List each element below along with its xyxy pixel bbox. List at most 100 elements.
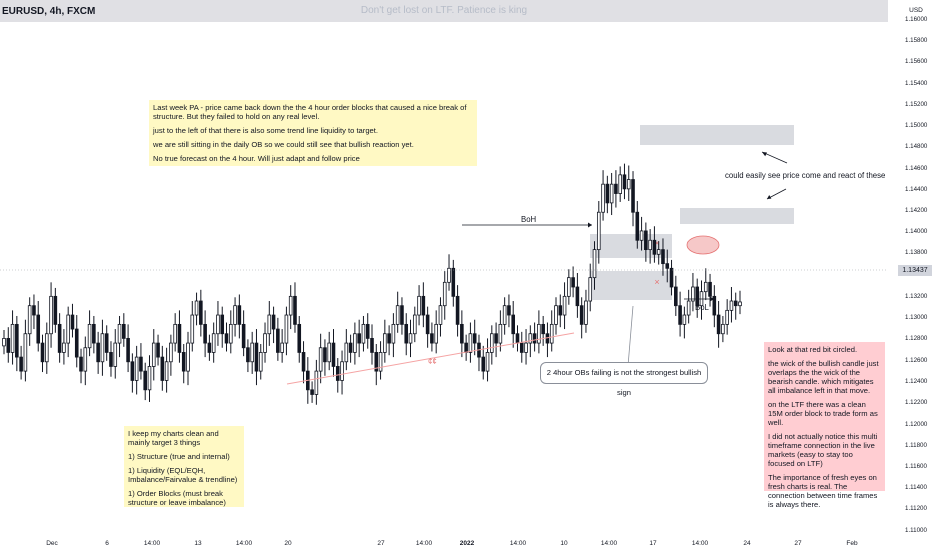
note-bl-line: 1) Structure (true and internal): [128, 452, 230, 461]
candle-bull: [267, 314, 272, 335]
y-tick-label: 1.12600: [905, 357, 928, 364]
candle-bear: [644, 230, 648, 251]
candle-bull: [250, 342, 254, 363]
candle-bull: [721, 323, 725, 335]
candle-bear: [271, 314, 276, 330]
candle-bear: [460, 323, 464, 344]
candle-bull: [147, 366, 152, 391]
note-top-line: we are still sitting in the daily OB so …: [153, 140, 414, 149]
candle-bear: [276, 328, 280, 353]
candle-bull: [327, 342, 332, 363]
order-block-zone: [590, 271, 672, 300]
candle-bull: [344, 342, 349, 363]
y-tick-label: 1.15400: [905, 80, 928, 87]
candle-bear: [70, 314, 75, 330]
banner-text: Don't get lost on LTF. Patience is king: [360, 5, 528, 16]
failed-ob-mark: ×: [654, 238, 659, 248]
candle-bear: [293, 295, 297, 325]
candle-bull: [151, 342, 156, 367]
candle-bear: [139, 356, 143, 372]
candle-bull: [83, 347, 88, 372]
candle-bear: [571, 277, 575, 288]
note-right-line: I did not actually notice this multi tim…: [768, 432, 878, 468]
candle-bear: [425, 314, 430, 335]
candle-bull: [592, 249, 597, 279]
candle-bear: [635, 211, 640, 241]
candle-bear: [669, 267, 674, 288]
x-tick-label: 6: [105, 540, 109, 547]
note-right-line: the wick of the bullish candle just over…: [768, 359, 879, 395]
bol-arrow: [710, 296, 714, 302]
candle-bear: [532, 333, 537, 344]
candle-bull: [490, 333, 494, 353]
candle-bear: [712, 295, 717, 316]
candle-bull: [442, 281, 447, 307]
y-tick-label: 1.11800: [905, 442, 927, 449]
candle-bear: [481, 356, 486, 372]
candle-bull: [686, 300, 691, 316]
note-right-line: on the LTF there was a clean 15M order b…: [768, 400, 878, 427]
candle-bull: [584, 300, 588, 325]
candle-bull: [113, 342, 118, 367]
candle-bull: [173, 323, 177, 344]
y-tick-label: 1.12400: [905, 378, 928, 385]
candle-bear: [335, 366, 340, 381]
x-tick-label: 14:00: [236, 540, 253, 547]
y-tick-label: 1.11600: [905, 463, 927, 470]
x-tick-label: 27: [377, 540, 385, 547]
candle-bull: [44, 333, 49, 363]
candle-bull: [412, 314, 417, 335]
candle-bear: [57, 323, 62, 353]
note-top[interactable]: Last week PA - price came back down the …: [149, 100, 477, 166]
failed-ob-mark: ×: [654, 277, 659, 287]
callout-obs-failing[interactable]: 2 4hour OBs failing is not the strongest…: [540, 362, 708, 397]
candle-bear: [254, 342, 259, 372]
note-top-line: just to the left of that there is also s…: [153, 126, 378, 135]
candle-bear: [400, 305, 404, 325]
candle-bear: [126, 338, 130, 363]
bol-label: BoL: [695, 303, 709, 312]
y-tick-label: 1.15000: [905, 122, 928, 129]
x-tick-label: Feb: [846, 540, 858, 547]
candle-bear: [605, 183, 610, 204]
note-right-line: The importance of fresh eyes on fresh ch…: [768, 473, 878, 509]
order-block-zone: [680, 208, 794, 224]
candle-bull: [498, 323, 503, 344]
candle-bear: [177, 323, 182, 353]
candle-bull: [280, 342, 284, 353]
symbol-title[interactable]: EURUSD, 4h, FXCM: [2, 6, 96, 17]
candle-bear: [716, 314, 721, 335]
x-tick-label: 20: [284, 540, 292, 547]
boh-arrow: [588, 222, 592, 228]
candle-bull: [318, 347, 323, 372]
x-tick-label: 10: [560, 540, 568, 547]
candle-bull: [66, 314, 70, 344]
candle-bear: [507, 305, 511, 316]
note-bl-line: 1) Order Blocks (must break structure or…: [128, 489, 226, 507]
candle-bear: [365, 323, 370, 339]
candle-bull: [648, 239, 652, 251]
y-tick-label: 1.11200: [905, 505, 927, 512]
candle-bull: [537, 323, 541, 344]
note-bottom-left[interactable]: I keep my charts clean and mainly target…: [124, 426, 244, 507]
x-tick-label: 13: [194, 540, 202, 547]
candle-bear: [301, 352, 306, 372]
candle-bull: [378, 352, 383, 372]
candle-bear: [241, 323, 246, 349]
candle-bull: [549, 323, 554, 344]
order-block-zones: ××: [590, 125, 794, 300]
candle-bull: [729, 300, 734, 311]
last-price-tag: 1.13437: [898, 265, 932, 276]
y-tick-label: 1.13200: [905, 293, 928, 300]
y-tick-label: 1.12000: [905, 421, 928, 428]
candle-bear: [472, 333, 477, 344]
note-right[interactable]: Look at that red bit circled. the wick o…: [764, 342, 885, 509]
eq-label: ¢¢: [428, 357, 437, 366]
candle-bear: [109, 352, 113, 367]
note-bl-line: I keep my charts clean and mainly target…: [128, 429, 219, 447]
y-tick-label: 1.12800: [905, 335, 928, 342]
x-tick-label: 2022: [460, 540, 475, 547]
candle-bull: [314, 370, 319, 395]
candle-bull: [233, 305, 237, 325]
